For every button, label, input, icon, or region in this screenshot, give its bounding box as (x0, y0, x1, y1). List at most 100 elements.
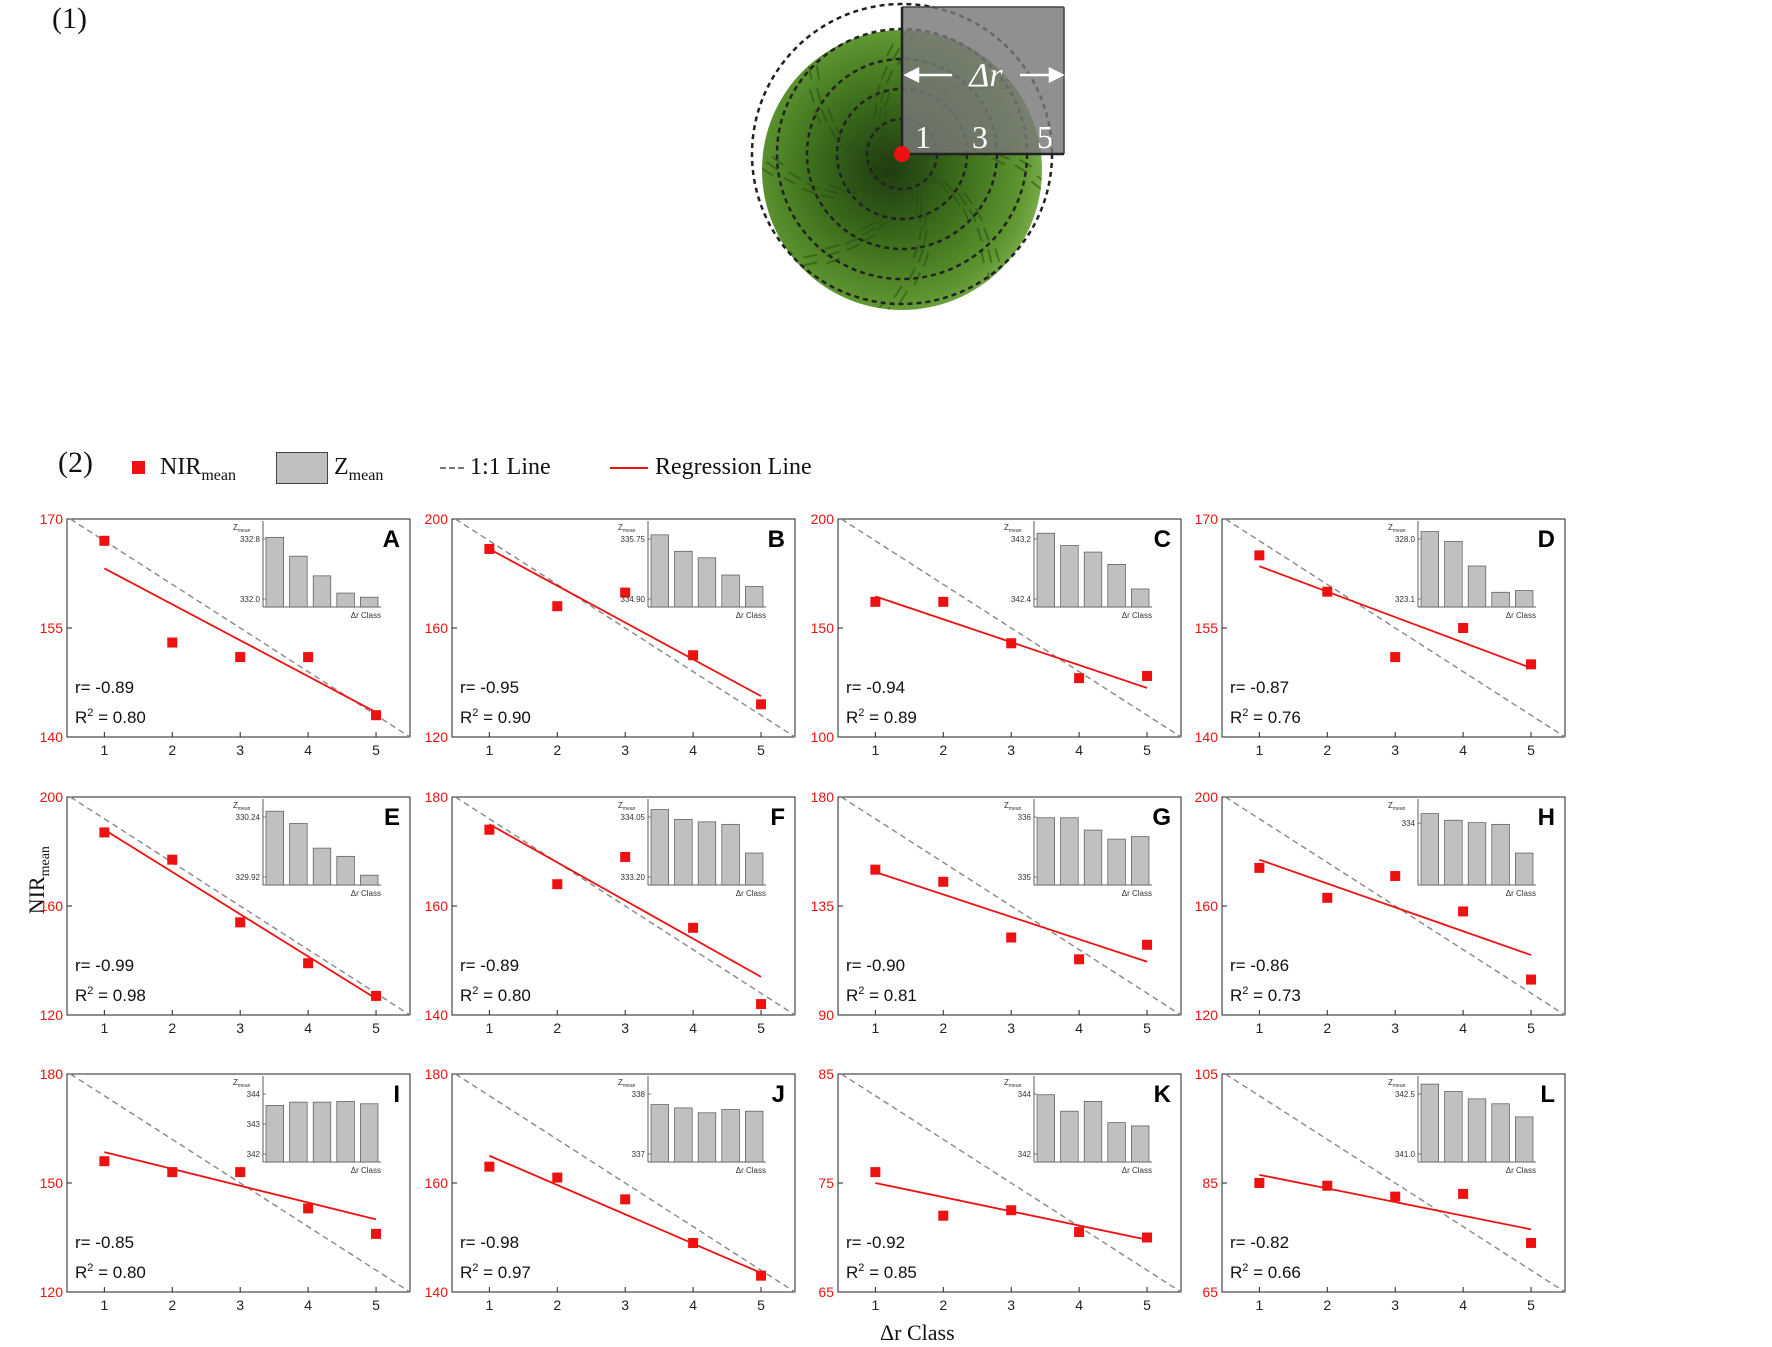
inset-bar (289, 555, 308, 608)
r-value: r= -0.89 (460, 956, 519, 975)
inset-x-label: Δr Class (1122, 889, 1152, 898)
inset-bar (1036, 532, 1055, 608)
needle-stroke (762, 167, 774, 177)
ring-label-3: 3 (972, 119, 988, 155)
needle-stroke (918, 226, 924, 241)
nir-point (1006, 638, 1017, 649)
r-value: r= -0.82 (1230, 1233, 1289, 1252)
y-tick-label: 65 (1202, 1284, 1218, 1300)
inset-bar (1036, 817, 1055, 886)
nir-point (167, 1167, 178, 1178)
needle-stroke (771, 155, 784, 166)
y-tick-label: 65 (818, 1284, 834, 1300)
x-tick-label: 3 (1007, 1297, 1015, 1313)
one-to-one-line (455, 796, 796, 1016)
nir-point (1458, 623, 1469, 633)
nir-point (371, 1228, 382, 1239)
x-tick-label: 3 (621, 1020, 629, 1036)
inset-x-label: Δr Class (351, 1166, 381, 1175)
needle-stroke (828, 127, 838, 141)
nir-point (870, 1167, 881, 1178)
x-tick-label: 2 (168, 742, 176, 758)
needle-stroke (917, 172, 929, 185)
x-tick-label: 4 (689, 1020, 697, 1036)
nir-point (235, 652, 246, 663)
y-tick-label: 150 (811, 620, 835, 636)
nir-point (167, 637, 178, 648)
y-tick-label: 120 (40, 1284, 64, 1300)
y-tick-label: 140 (40, 729, 64, 745)
needle-stroke (820, 108, 828, 123)
one-to-one-line (1225, 796, 1566, 1016)
x-tick-label: 1 (485, 742, 493, 758)
x-tick-label: 1 (485, 1297, 493, 1313)
x-tick-label: 3 (236, 1297, 244, 1313)
inset-bar (674, 1107, 693, 1163)
ring-label-5: 5 (1037, 119, 1053, 155)
inset-bar (1131, 836, 1150, 886)
one-to-one-line (70, 796, 411, 1016)
inset-x-label: Δr Class (351, 889, 381, 898)
inset-bar (289, 1101, 308, 1163)
inset-bar (1444, 1091, 1463, 1163)
crown-center-point (894, 146, 910, 162)
regression-line (488, 823, 762, 978)
needle-stroke (919, 194, 923, 209)
inset-bar (1131, 1125, 1150, 1163)
nir-point (552, 1172, 563, 1183)
x-tick-label: 4 (1459, 1297, 1467, 1313)
inset-bar (721, 1109, 740, 1163)
y-tick-label: 170 (1195, 511, 1219, 527)
nir-point (1254, 550, 1265, 561)
one-to-one-line (1225, 1073, 1566, 1293)
inset-y-tick-label: 334.90 (621, 595, 646, 604)
needle-stroke (808, 88, 815, 103)
nir-point (1254, 862, 1265, 873)
panel-letter: L (1540, 1081, 1555, 1108)
nir-point (167, 854, 178, 865)
inset-y-tick-label: 342.4 (1011, 595, 1032, 604)
needle-stroke (880, 65, 889, 80)
inset-y-label: Zmean (1004, 1078, 1022, 1089)
r-value: r= -0.86 (1230, 956, 1289, 975)
inset-bar (336, 1100, 355, 1163)
r-squared-value: R2 = 0.80 (460, 985, 531, 1005)
needle-stroke (968, 208, 977, 223)
regression-line (103, 828, 377, 1000)
inset-bar (1467, 565, 1487, 608)
panel-letter: E (384, 804, 400, 831)
nir-point (1526, 974, 1537, 985)
x-tick-label: 1 (871, 742, 879, 758)
y-tick-label: 120 (1195, 1007, 1219, 1023)
x-tick-label: 1 (1255, 1020, 1263, 1036)
needle-stroke (912, 244, 920, 259)
inset-y-label: Zmean (618, 801, 636, 812)
inset-y-tick-label: 334.05 (621, 813, 646, 822)
needle-stroke (801, 187, 816, 195)
inset-y-tick-label: 330.24 (236, 813, 261, 822)
inset-bar (289, 823, 308, 886)
inset-bar (745, 1110, 764, 1163)
x-tick-label: 4 (1075, 1020, 1083, 1036)
nir-point (620, 587, 631, 598)
needle-stroke (873, 103, 878, 118)
regression-line (104, 1151, 377, 1221)
inset-bar (360, 1103, 379, 1163)
inset-x-label: Δr Class (736, 889, 766, 898)
y-tick-label: 170 (40, 511, 64, 527)
one-to-one-line (455, 518, 796, 738)
panel-letter: A (383, 526, 400, 553)
y-tick-label: 160 (425, 1175, 449, 1191)
inset-bar (721, 574, 740, 608)
needle-stroke (862, 227, 876, 236)
inset-bar (1060, 1110, 1079, 1163)
nir-point (1458, 1188, 1469, 1199)
y-tick-label: 85 (1202, 1175, 1218, 1191)
part-2-label: (2) (58, 446, 93, 479)
y-tick-label: 140 (1195, 729, 1219, 745)
panel-letter: J (772, 1081, 785, 1108)
